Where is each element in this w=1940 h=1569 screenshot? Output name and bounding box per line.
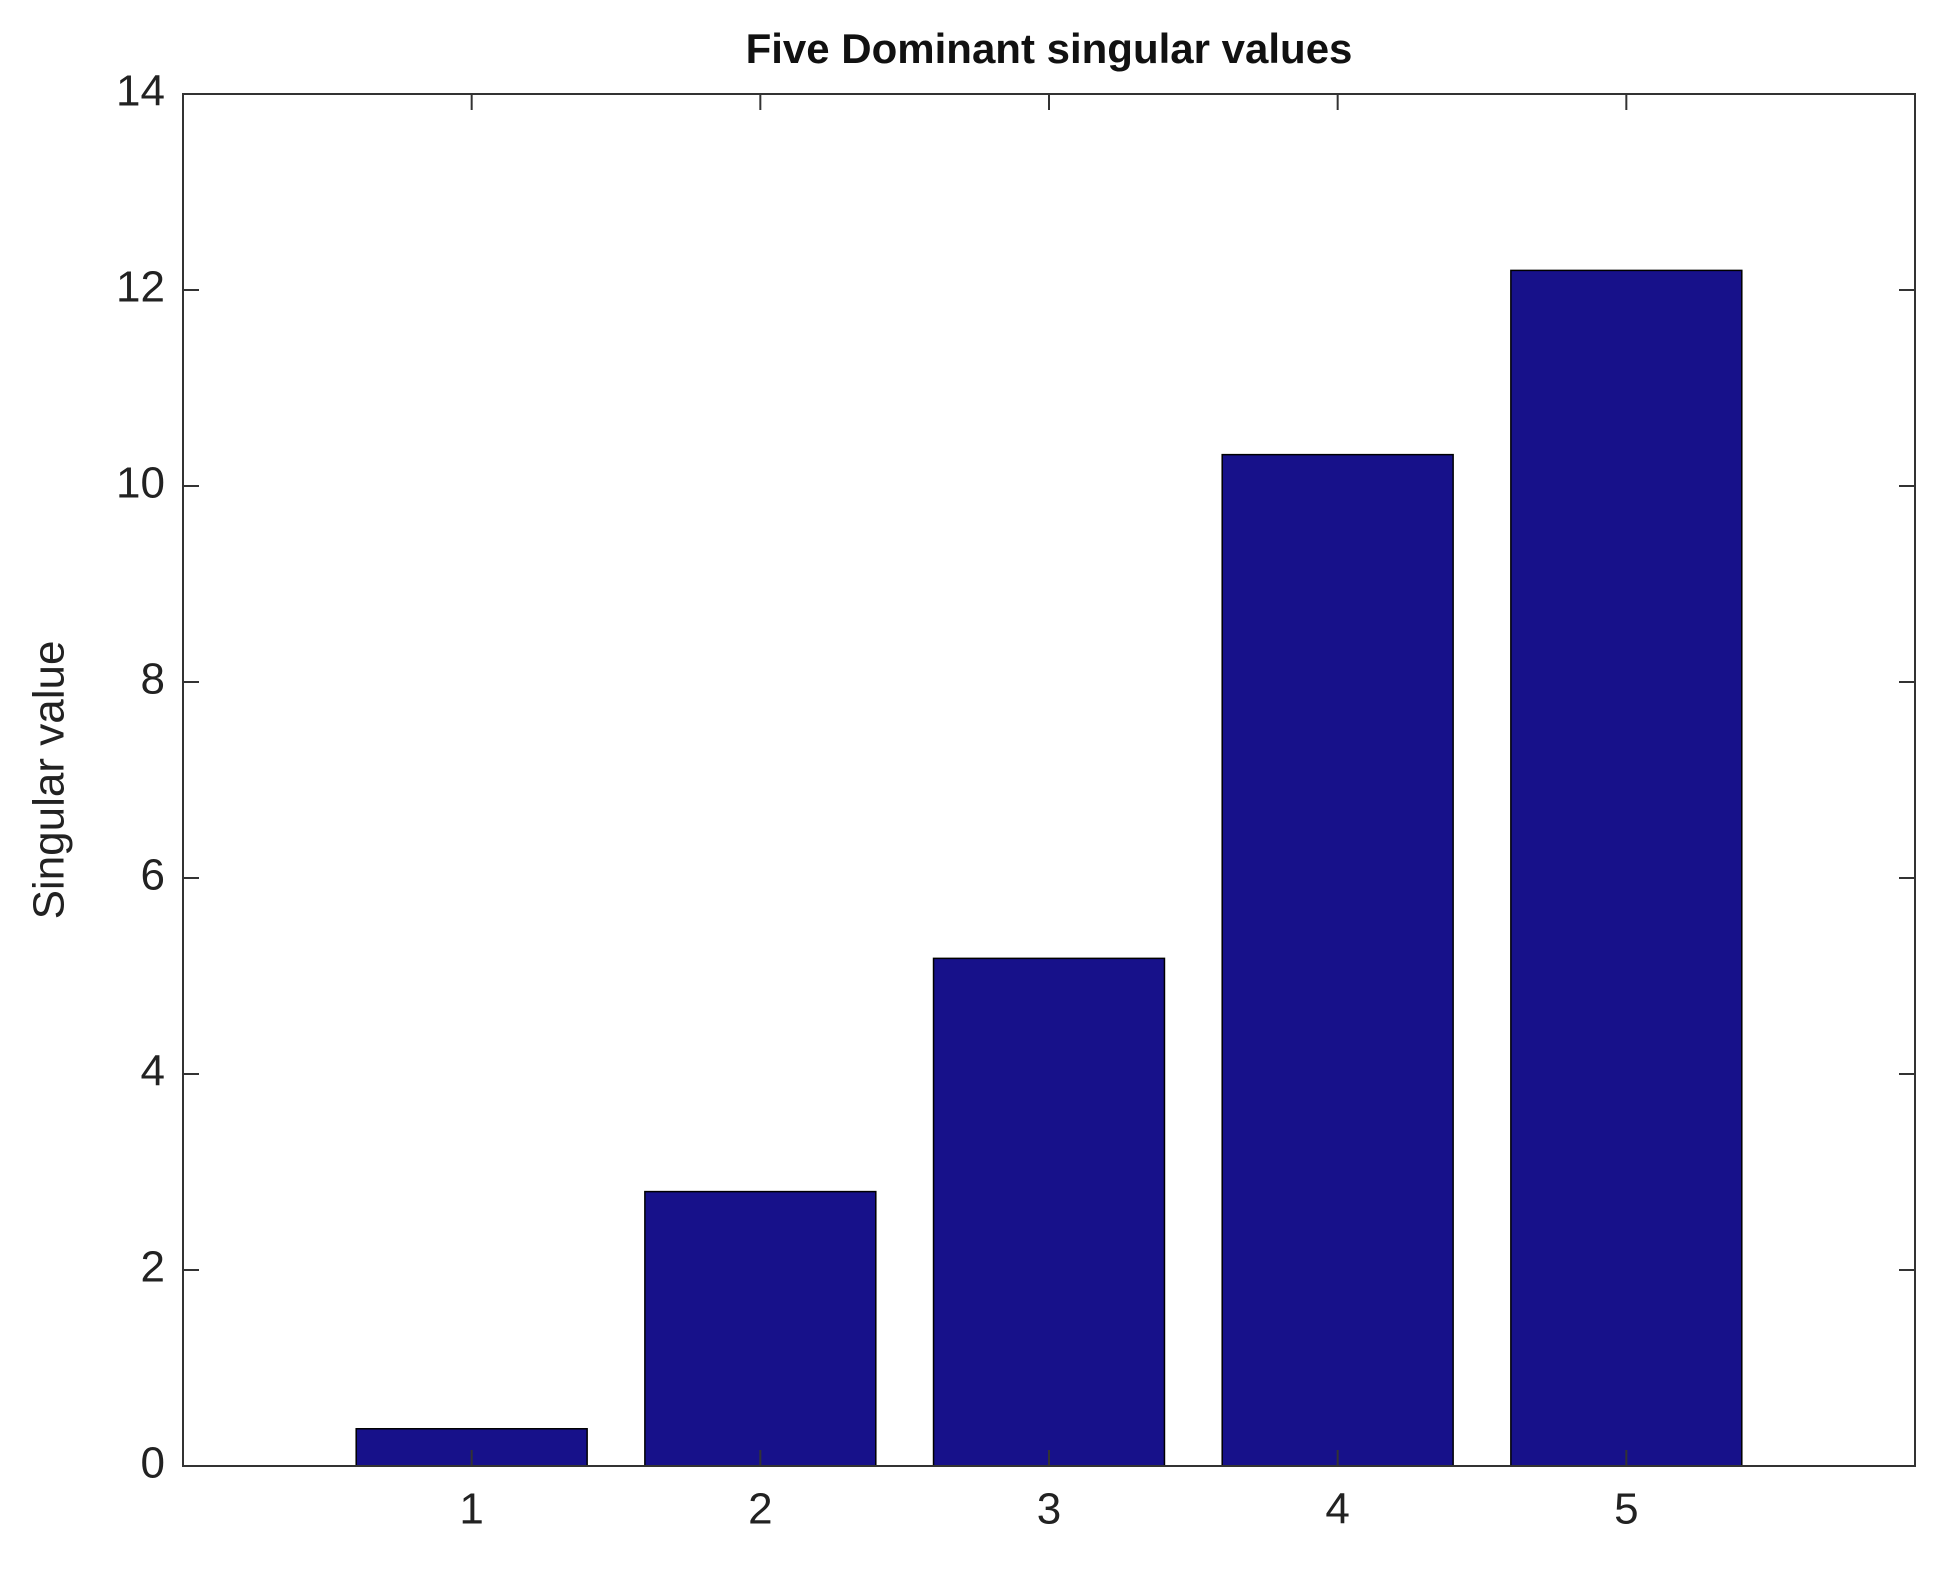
chart-title: Five Dominant singular values [746, 25, 1353, 72]
y-tick-label: 0 [141, 1439, 165, 1488]
y-tick-label: 12 [116, 263, 165, 312]
bar [644, 1190, 877, 1467]
x-tick-label: 5 [1614, 1485, 1638, 1534]
x-tick-label: 1 [459, 1485, 483, 1534]
y-tick-label: 8 [141, 655, 165, 704]
bar [1510, 269, 1743, 1467]
x-tick-label: 2 [748, 1485, 772, 1534]
y-tick-label: 10 [116, 459, 165, 508]
y-tick-label: 4 [141, 1047, 165, 1096]
y-tick-label: 14 [116, 67, 165, 116]
x-tick-label: 3 [1037, 1485, 1061, 1534]
bar [932, 957, 1166, 1467]
y-tick-label: 6 [141, 851, 165, 900]
y-tick-label: 2 [141, 1243, 165, 1292]
x-tick-label: 4 [1325, 1485, 1349, 1534]
bar [1221, 453, 1454, 1467]
y-axis-label: Singular value [25, 641, 74, 920]
